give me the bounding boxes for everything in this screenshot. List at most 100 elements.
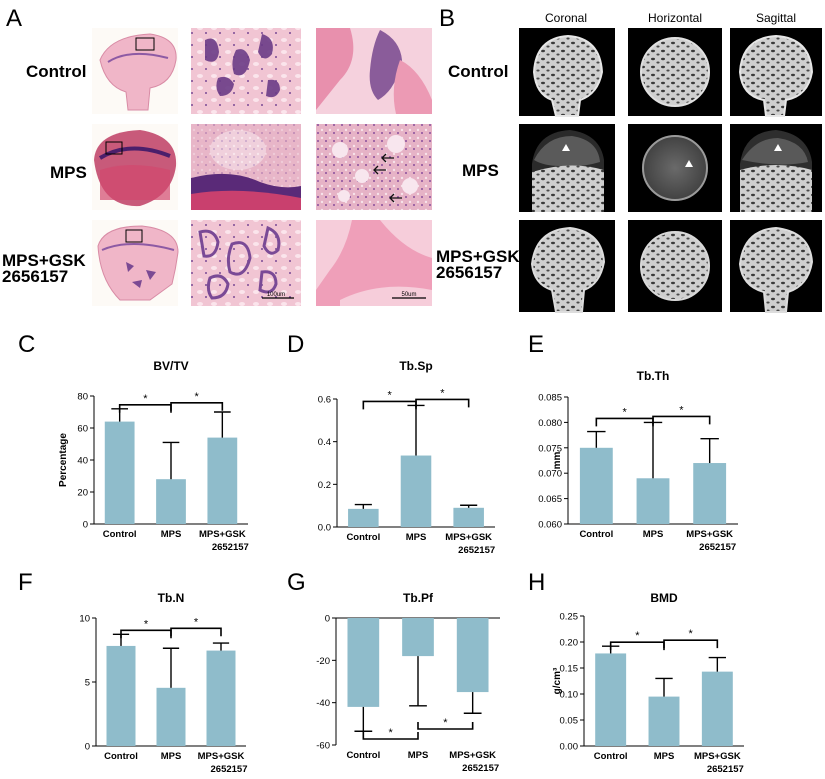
- microct-column-sagittal: Sagittal: [756, 11, 796, 25]
- bar: [693, 463, 727, 524]
- bar: [402, 618, 434, 657]
- chart-title: Tb.Pf: [403, 591, 434, 605]
- y-tick-label: 0: [325, 614, 330, 625]
- category-label: 2652157: [211, 764, 248, 775]
- arrowhead-icon: [774, 144, 782, 151]
- chart-g: G Tb.Pf -60 -40 -20 0 Control MPS MPS+GSK 2652157…: [287, 569, 500, 774]
- bar: [400, 455, 432, 527]
- chart-e: E Tb.Th 0.060 0.065 0.070 0.075 0.080 0.085 mm Co…: [528, 331, 738, 553]
- significance-star: *: [195, 391, 200, 403]
- significance-star: *: [623, 406, 628, 418]
- microct-panel: B Coronal Horizontal Sagittal Control MP…: [436, 5, 822, 313]
- histology-image-mps-overview: [92, 124, 178, 210]
- bar: [453, 507, 484, 527]
- bar: [206, 650, 236, 746]
- histology-image-mps-gsk-zoom2: 50um: [316, 220, 432, 306]
- y-tick-label: 0.15: [560, 664, 579, 675]
- y-tick-label: -60: [316, 741, 330, 752]
- microct-image-mps-gsk-sagittal: [730, 220, 822, 313]
- microct-image-control-coronal: [519, 28, 615, 117]
- category-label: 2652157: [212, 542, 249, 553]
- y-axis-label: mm: [552, 452, 563, 470]
- histology-row-label-control: Control: [26, 62, 86, 81]
- y-tick-label: 20: [77, 488, 88, 499]
- scale-bar-label: 100um: [267, 292, 285, 298]
- y-tick-label: 0.4: [318, 437, 331, 448]
- category-label: MPS: [406, 532, 427, 543]
- y-axis-label: Percentage: [58, 433, 69, 487]
- chart-f: F Tb.N 0 5 10 Control MPS MPS+GSK 2652157 * *: [18, 569, 247, 775]
- bar: [106, 645, 136, 746]
- microct-image-control-sagittal: [730, 28, 822, 117]
- arrow-icon: [373, 153, 402, 203]
- significance-star: *: [635, 630, 640, 642]
- significance-bracket: [663, 639, 719, 649]
- y-tick-label: 0.05: [560, 716, 579, 727]
- bar-charts: C BV/TV 0 20 40 60 80 Percentage Control MPS MPS+G…: [18, 331, 744, 775]
- y-tick-label: 0.085: [538, 393, 562, 404]
- y-tick-label: 0.065: [538, 494, 562, 505]
- y-tick-label: 0.00: [560, 742, 579, 753]
- histology-image-mps-gsk-overview: [92, 220, 179, 306]
- histology-image-control-overview: [92, 28, 178, 114]
- category-label: MPS: [643, 529, 664, 540]
- y-tick-label: 5: [85, 678, 90, 689]
- significance-star: *: [144, 618, 149, 630]
- y-tick-label: 0: [85, 742, 90, 753]
- microct-column-horizontal: Horizontal: [648, 11, 702, 25]
- histology-panel: A Control MPS MPS+GSK 2656157: [2, 5, 432, 306]
- y-tick-label: 80: [77, 392, 88, 403]
- chart-title: Tb.Sp: [399, 359, 432, 373]
- chart-title: Tb.Th: [637, 369, 670, 383]
- significance-star: *: [143, 393, 148, 405]
- y-tick-label: -40: [316, 698, 330, 709]
- category-label: MPS+GSK: [199, 529, 246, 540]
- chart-title: Tb.N: [158, 591, 185, 605]
- significance-star: *: [679, 404, 684, 416]
- category-label: Control: [346, 750, 380, 761]
- category-label: 2652157: [458, 545, 495, 556]
- bar: [348, 508, 379, 527]
- chart-title: BV/TV: [153, 359, 188, 373]
- significance-bracket: [170, 627, 222, 637]
- category-label: MPS+GSK: [198, 751, 245, 762]
- microct-column-coronal: Coronal: [545, 11, 587, 25]
- panel-letter-c: C: [18, 331, 35, 358]
- significance-bracket: [362, 732, 419, 740]
- panel-letter-h: H: [528, 569, 545, 596]
- category-label: 2652157: [707, 764, 744, 775]
- microct-image-control-horizontal: [628, 28, 722, 116]
- panel-letter-b: B: [439, 5, 455, 32]
- chart-c: C BV/TV 0 20 40 60 80 Percentage Control MPS MPS+G…: [18, 331, 249, 553]
- panel-letter-f: F: [18, 569, 33, 596]
- significance-star: *: [443, 717, 448, 729]
- category-label: 2652157: [699, 542, 736, 553]
- microct-image-mps-gsk-coronal: [519, 220, 615, 313]
- category-label: MPS: [408, 750, 429, 761]
- histology-image-control-zoom1: [191, 28, 301, 114]
- bar: [104, 421, 135, 524]
- y-tick-label: 0.060: [538, 520, 562, 531]
- y-tick-label: 60: [77, 424, 88, 435]
- category-label: MPS+GSK: [686, 529, 733, 540]
- chart-h: H BMD 0.00 0.05 0.10 0.15 0.20 0.25 g/cm³ Control…: [528, 569, 744, 775]
- y-tick-label: 0.070: [538, 469, 562, 480]
- y-tick-label: 0.25: [560, 612, 579, 623]
- bar: [156, 687, 186, 746]
- category-label: MPS: [161, 529, 182, 540]
- histology-image-control-zoom2: [316, 28, 432, 114]
- y-tick-label: 40: [77, 456, 88, 467]
- scale-bar-label: 50um: [401, 292, 416, 298]
- bar: [347, 618, 380, 707]
- bar: [595, 653, 627, 746]
- bar: [579, 447, 613, 524]
- bar: [456, 618, 489, 693]
- bar: [648, 696, 680, 746]
- bar: [701, 671, 733, 746]
- microct-image-mps-sagittal: [730, 124, 822, 212]
- category-label: 2652157: [462, 763, 499, 774]
- panel-letter-e: E: [528, 331, 544, 358]
- category-label: Control: [594, 751, 628, 762]
- category-label: Control: [103, 529, 137, 540]
